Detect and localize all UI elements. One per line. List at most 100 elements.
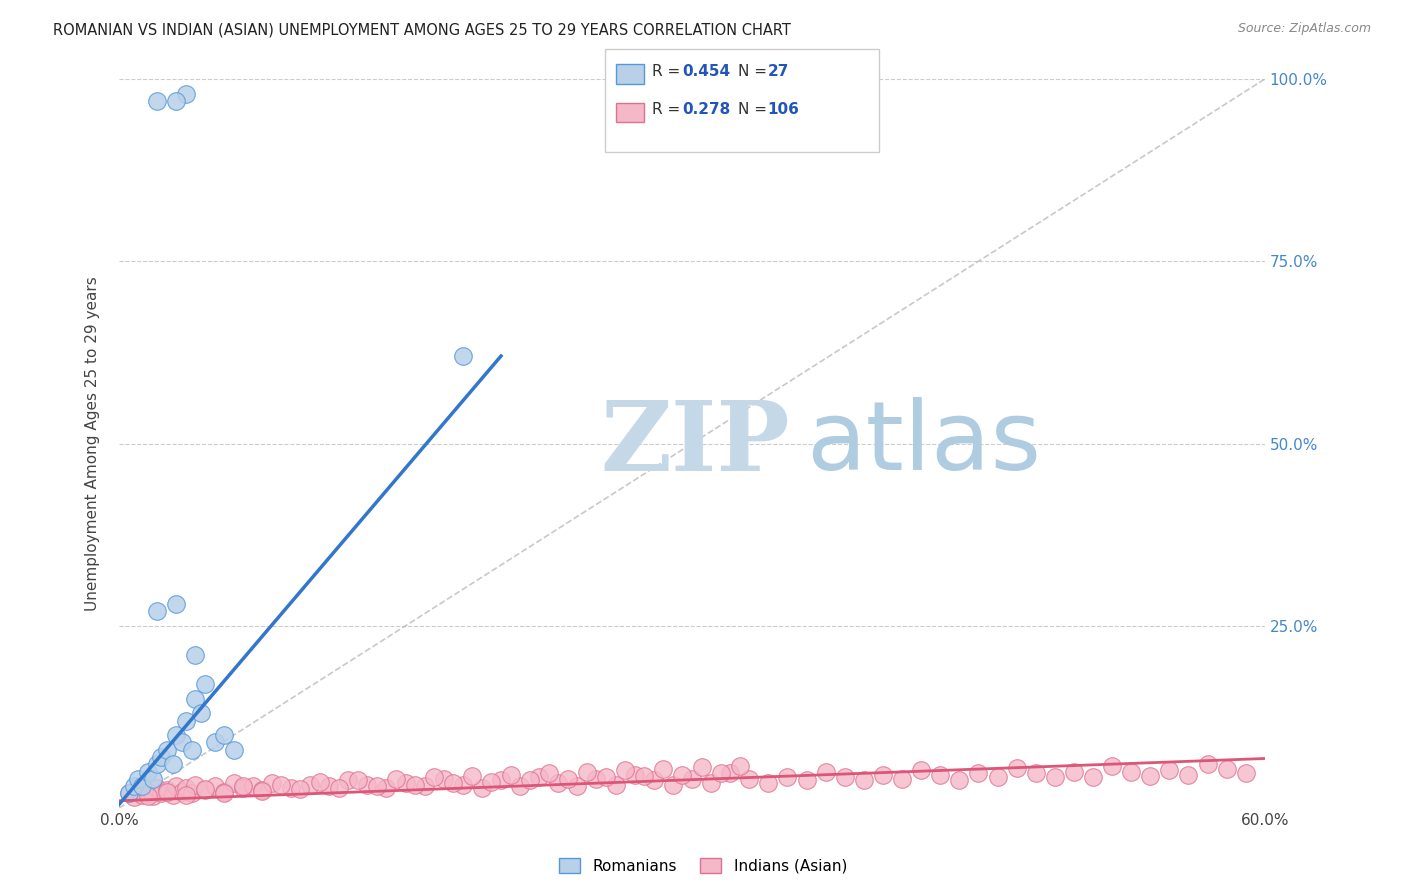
Point [499, 767, 522, 781]
Text: 0.454: 0.454 [682, 64, 730, 78]
Point [136, 764, 159, 779]
Point [710, 766, 733, 780]
Point [180, 787, 202, 801]
Point [212, 728, 235, 742]
Point [700, 775, 723, 789]
Point [124, 779, 146, 793]
Point [260, 775, 283, 789]
Point [605, 778, 627, 792]
Point [423, 771, 446, 785]
Point [212, 785, 235, 799]
Point [375, 780, 398, 795]
Point [156, 785, 179, 799]
Point [280, 780, 302, 795]
Point [519, 773, 541, 788]
Point [1139, 769, 1161, 783]
Point [891, 772, 914, 786]
Point [585, 772, 607, 786]
Point [527, 771, 550, 785]
Point [170, 735, 193, 749]
Point [232, 779, 254, 793]
Point [298, 778, 321, 792]
Text: 27: 27 [768, 64, 789, 78]
Point [180, 743, 202, 757]
Point [814, 764, 837, 779]
Point [242, 779, 264, 793]
Text: R =: R = [652, 103, 686, 117]
Point [643, 773, 665, 788]
Point [170, 785, 193, 799]
Point [461, 769, 484, 783]
Point [728, 759, 751, 773]
Point [575, 764, 598, 779]
Point [174, 87, 197, 101]
Point [174, 714, 197, 728]
Point [290, 782, 312, 797]
Point [776, 771, 799, 785]
Point [142, 789, 165, 804]
Point [413, 779, 436, 793]
Point [337, 773, 360, 788]
Point [222, 743, 245, 757]
Point [146, 757, 169, 772]
Point [385, 772, 408, 786]
Point [156, 743, 179, 757]
Point [184, 648, 207, 662]
Point [671, 767, 693, 781]
Point [174, 788, 197, 802]
Point [131, 788, 153, 802]
Point [1081, 771, 1104, 785]
Text: atlas: atlas [807, 397, 1042, 490]
Point [1063, 764, 1085, 779]
Text: 0.278: 0.278 [682, 103, 730, 117]
Point [481, 774, 503, 789]
Point [127, 782, 149, 797]
Point [146, 94, 169, 108]
Point [662, 778, 685, 792]
Point [1025, 766, 1047, 780]
Text: ROMANIAN VS INDIAN (ASIAN) UNEMPLOYMENT AMONG AGES 25 TO 29 YEARS CORRELATION CH: ROMANIAN VS INDIAN (ASIAN) UNEMPLOYMENT … [53, 22, 792, 37]
Point [356, 778, 378, 792]
Point [967, 766, 990, 780]
Legend: Romanians, Indians (Asian): Romanians, Indians (Asian) [553, 852, 853, 880]
Point [509, 779, 531, 793]
Point [690, 760, 713, 774]
Point [212, 787, 235, 801]
Text: N =: N = [738, 64, 772, 78]
Point [165, 779, 187, 793]
Point [1159, 763, 1181, 777]
Point [394, 775, 416, 789]
Point [308, 774, 330, 789]
Point [150, 787, 173, 801]
Point [614, 763, 637, 777]
Point [652, 762, 675, 776]
Point [117, 787, 139, 801]
Point [1177, 768, 1199, 782]
Point [156, 782, 179, 797]
Text: ZIP: ZIP [600, 397, 790, 491]
Point [127, 772, 149, 786]
Point [489, 773, 512, 788]
Point [738, 772, 761, 786]
Text: R =: R = [652, 64, 686, 78]
Point [146, 780, 169, 795]
Point [146, 604, 169, 618]
Point [131, 779, 153, 793]
Point [595, 771, 617, 785]
Point [1234, 766, 1257, 780]
Point [557, 772, 579, 786]
Point [433, 772, 456, 786]
Point [165, 94, 187, 108]
Point [948, 773, 970, 788]
Point [318, 779, 340, 793]
Point [1121, 764, 1143, 779]
Point [162, 757, 184, 772]
Point [910, 763, 932, 777]
Point [142, 772, 165, 786]
Point [204, 779, 226, 793]
Point [441, 776, 464, 790]
Point [136, 789, 159, 804]
Point [1005, 761, 1028, 775]
Point [718, 766, 741, 780]
Point [366, 779, 388, 793]
